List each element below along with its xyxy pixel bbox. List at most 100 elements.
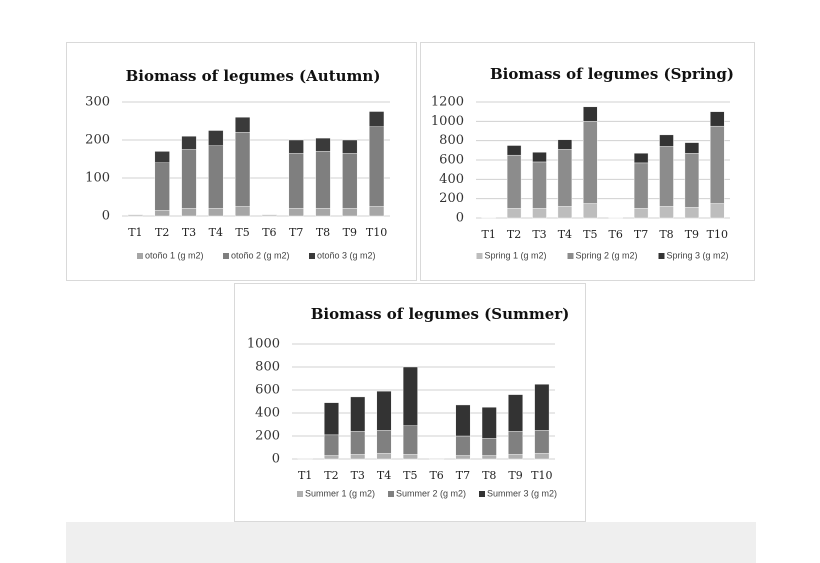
bar-segment xyxy=(342,208,358,217)
bar-segment xyxy=(659,134,674,147)
bar-segment xyxy=(315,151,331,209)
y-tick-label: 1000 xyxy=(247,337,280,352)
legend-swatch xyxy=(388,491,394,497)
bar-segment xyxy=(154,151,170,163)
bar-segment xyxy=(350,454,366,460)
x-tick-label: T4 xyxy=(209,226,223,239)
bar-segment xyxy=(350,396,366,432)
bar-segment xyxy=(324,455,339,460)
bar-segment xyxy=(534,384,550,431)
bar-segment xyxy=(208,145,224,209)
bar-segment xyxy=(235,132,251,207)
bar-segment xyxy=(342,139,358,154)
bar-segment xyxy=(506,154,522,209)
bar-segment xyxy=(402,454,418,460)
y-tick-label: 1200 xyxy=(431,95,464,110)
y-tick-label: 800 xyxy=(255,360,280,375)
bar-segment xyxy=(532,152,547,163)
bar-segment xyxy=(154,210,170,217)
bar-segment xyxy=(481,407,497,439)
y-tick-label: 0 xyxy=(102,209,110,224)
y-tick-label: 400 xyxy=(255,406,280,421)
x-tick-label: T6 xyxy=(262,226,276,239)
bar-segment xyxy=(684,153,700,208)
legend-swatch xyxy=(479,491,485,497)
x-tick-label: T10 xyxy=(707,228,728,241)
y-tick-label: 200 xyxy=(255,429,280,444)
legend-label: Spring 3 (g m2) xyxy=(667,250,729,260)
x-tick-label: T9 xyxy=(343,226,357,239)
y-tick-label: 300 xyxy=(85,95,110,110)
legend-label: otoño 2 (g m2) xyxy=(231,250,290,260)
bar-segment xyxy=(181,208,197,217)
bar-segment xyxy=(583,203,598,219)
x-tick-label: T9 xyxy=(685,228,699,241)
x-tick-label: T7 xyxy=(634,228,648,241)
bar-segment xyxy=(376,390,392,431)
bar-segment xyxy=(633,153,649,164)
x-tick-label: T6 xyxy=(609,228,623,241)
bar-segment xyxy=(506,145,522,156)
bar-segment xyxy=(208,130,224,146)
y-tick-label: 0 xyxy=(456,211,464,226)
bar-segment xyxy=(557,139,573,150)
x-tick-label: T5 xyxy=(583,228,597,241)
bar-segment xyxy=(402,425,418,455)
bar-segment xyxy=(376,430,392,454)
legend-label: otoño 3 (g m2) xyxy=(317,250,376,260)
bar-segment xyxy=(684,142,700,154)
legend-swatch xyxy=(297,491,303,497)
bar-segment xyxy=(506,208,522,219)
x-tick-label: T4 xyxy=(377,469,391,482)
bar-segment xyxy=(455,435,471,456)
bar-segment xyxy=(208,208,224,217)
x-tick-label: T10 xyxy=(366,226,387,239)
bar-segment xyxy=(532,208,547,219)
bar-segment xyxy=(288,153,304,209)
bar-segment xyxy=(288,139,304,154)
bar-segment xyxy=(315,208,331,217)
bar-segment xyxy=(508,454,523,460)
chart-title: Biomass of legumes (Spring) xyxy=(490,65,734,83)
x-tick-label: T6 xyxy=(429,469,443,482)
x-tick-label: T5 xyxy=(235,226,249,239)
y-tick-label: 600 xyxy=(439,153,464,168)
x-tick-label: T1 xyxy=(128,226,142,239)
bar-segment xyxy=(315,137,331,152)
y-tick-label: 600 xyxy=(255,383,280,398)
bar-segment xyxy=(633,208,649,219)
legend-swatch xyxy=(137,253,143,259)
y-tick-label: 100 xyxy=(85,171,110,186)
legend-label: Summer 2 (g m2) xyxy=(396,488,466,498)
chart-title: Biomass of legumes (Summer) xyxy=(311,305,570,323)
x-tick-label: T8 xyxy=(482,469,496,482)
bar-segment xyxy=(684,207,700,219)
bar-segment xyxy=(710,203,725,219)
legend-swatch xyxy=(567,253,574,259)
bar-segment xyxy=(659,206,674,219)
y-tick-label: 1000 xyxy=(431,114,464,129)
legend-label: Summer 3 (g m2) xyxy=(487,488,557,498)
bar-segment xyxy=(350,431,366,455)
bar-segment xyxy=(532,161,547,209)
y-tick-label: 200 xyxy=(439,191,464,206)
bar-segment xyxy=(534,453,550,460)
x-tick-label: T3 xyxy=(182,226,196,239)
y-tick-label: 400 xyxy=(439,172,464,187)
x-tick-label: T2 xyxy=(324,469,338,482)
legend-label: Spring 1 (g m2) xyxy=(485,250,547,260)
legend-label: Summer 1 (g m2) xyxy=(305,488,375,498)
legend-swatch xyxy=(309,253,315,259)
bar-segment xyxy=(369,126,385,207)
x-tick-label: T8 xyxy=(659,228,673,241)
bar-segment xyxy=(235,116,251,133)
bar-segment xyxy=(534,430,550,454)
y-tick-label: 0 xyxy=(272,452,280,467)
bar-segment xyxy=(369,206,385,217)
legend-label: Spring 2 (g m2) xyxy=(576,250,638,260)
bar-segment xyxy=(508,431,523,455)
y-tick-label: 200 xyxy=(85,133,110,148)
bar-segment xyxy=(557,149,573,207)
x-tick-label: T5 xyxy=(403,469,417,482)
